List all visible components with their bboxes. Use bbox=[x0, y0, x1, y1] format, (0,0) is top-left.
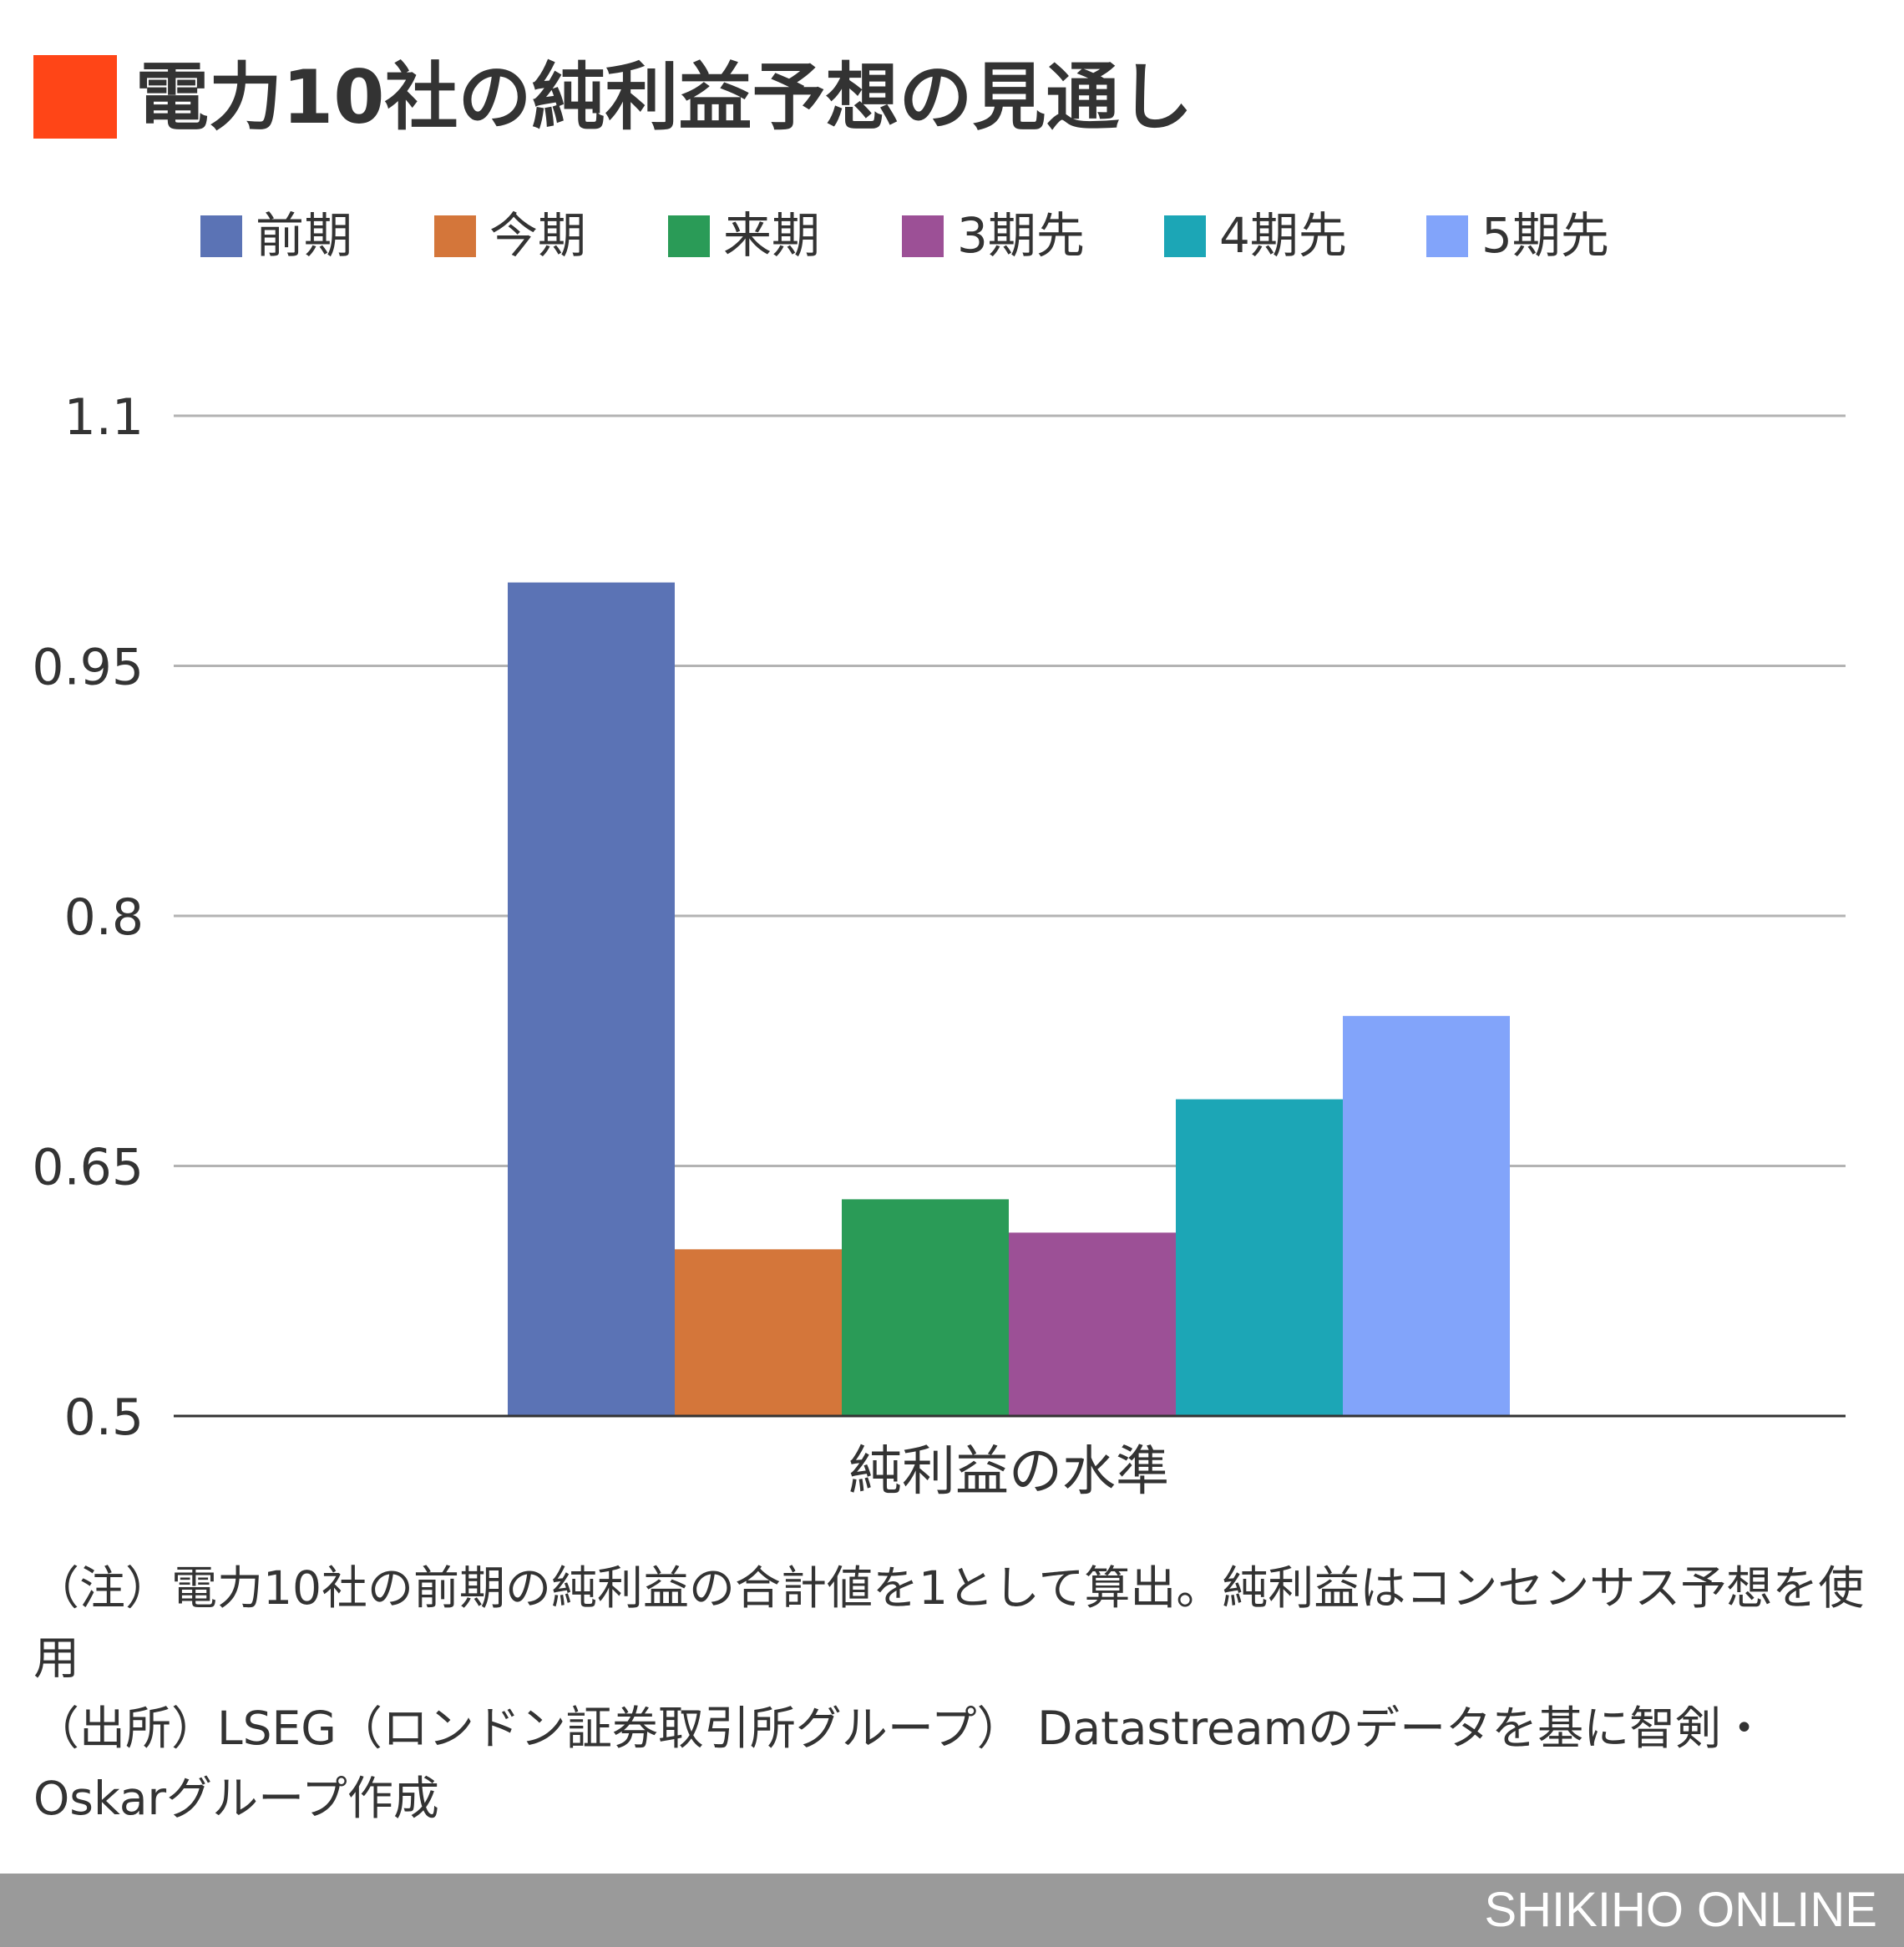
bar-2 bbox=[675, 1249, 842, 1416]
bar-1 bbox=[508, 582, 675, 1416]
legend-swatch bbox=[1164, 215, 1206, 257]
bar-6 bbox=[1343, 1015, 1510, 1416]
bar-5 bbox=[1176, 1099, 1343, 1416]
legend-label: 5期先 bbox=[1481, 207, 1609, 264]
y-tick-label: 0.65 bbox=[32, 1139, 144, 1197]
legend-swatch bbox=[668, 215, 710, 257]
legend-label: 前期 bbox=[256, 207, 352, 264]
legend-swatch bbox=[434, 215, 476, 257]
footer-brand: SHIKIHO ONLINE bbox=[1484, 1883, 1877, 1937]
note-text: （注）電力10社の前期の純利益の合計値を1として算出。純利益はコンセンサス予想を… bbox=[33, 1561, 1865, 1685]
legend-label: 4期先 bbox=[1219, 207, 1347, 264]
legend-label: 今期 bbox=[489, 207, 586, 264]
y-tick-label: 1.1 bbox=[64, 388, 144, 447]
legend-swatch bbox=[902, 215, 944, 257]
legend-swatch bbox=[200, 215, 242, 257]
y-tick-label: 0.5 bbox=[64, 1388, 144, 1447]
y-tick-label: 0.8 bbox=[64, 888, 144, 947]
chart-title: 電力10社の純利益予想の見通し bbox=[135, 54, 1193, 140]
title-marker bbox=[33, 55, 117, 139]
legend-label: 来期 bbox=[723, 207, 820, 264]
x-category-label: 純利益の水準 bbox=[848, 1441, 1169, 1503]
bar-3 bbox=[842, 1199, 1009, 1416]
title-block: 電力10社の純利益予想の見通し bbox=[33, 52, 1871, 144]
footer-bar: SHIKIHO ONLINE bbox=[0, 1874, 1904, 1947]
y-tick-label: 0.95 bbox=[32, 639, 144, 697]
legend-label: 3期先 bbox=[957, 207, 1085, 264]
bar-chart: 0.5 0.65 0.8 0.95 1.1 純利益の水準 前期 今期 来期 3期先 4期先 5期先 bbox=[32, 207, 1846, 1503]
source-text: （出所）LSEG（ロンドン証券取引所グループ） Datastreamのデータを基… bbox=[33, 1702, 1768, 1825]
notes: （注）電力10社の前期の純利益の合計値を1として算出。純利益はコンセンサス予想を… bbox=[33, 1553, 1871, 1833]
legend-swatch bbox=[1426, 215, 1468, 257]
bar-4 bbox=[1009, 1232, 1176, 1416]
